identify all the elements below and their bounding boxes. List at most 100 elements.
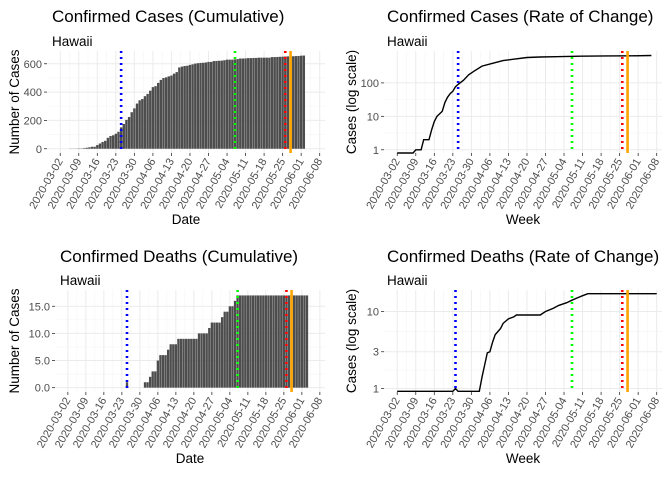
bar xyxy=(205,333,208,388)
bar xyxy=(223,60,226,149)
bar xyxy=(119,127,123,149)
bar xyxy=(149,90,152,149)
bar xyxy=(303,295,306,388)
bar xyxy=(191,64,194,149)
bar xyxy=(98,143,102,149)
y-tick-label: 1 xyxy=(373,383,379,395)
bar xyxy=(122,123,125,149)
bar xyxy=(241,295,244,388)
bar xyxy=(297,55,300,149)
bar xyxy=(166,349,170,388)
bar xyxy=(170,75,173,149)
y-tick-label: 10 xyxy=(367,306,379,318)
bar xyxy=(88,147,91,149)
bar xyxy=(125,382,129,388)
bar xyxy=(202,333,206,388)
bar xyxy=(187,338,190,388)
bar xyxy=(239,58,242,149)
chart-title: Confirmed Cases (Cumulative) xyxy=(52,7,284,26)
bar xyxy=(169,344,172,388)
bar xyxy=(280,295,283,388)
y-tick-label: 3 xyxy=(373,347,379,359)
bar xyxy=(104,140,107,149)
y-tick-label: 10 xyxy=(367,111,379,123)
bar xyxy=(236,295,239,388)
bar xyxy=(223,311,226,388)
bar xyxy=(157,82,160,149)
bar xyxy=(209,61,213,149)
bar xyxy=(247,58,250,149)
bar xyxy=(90,146,94,149)
bar xyxy=(148,376,152,388)
bar xyxy=(93,146,96,149)
bar xyxy=(238,295,242,388)
bar xyxy=(295,295,298,388)
bar xyxy=(264,295,268,388)
bar xyxy=(252,57,255,149)
bar xyxy=(231,306,234,388)
bar xyxy=(257,57,261,149)
bar xyxy=(133,108,136,149)
bar xyxy=(196,63,200,149)
bar xyxy=(156,360,160,388)
bar xyxy=(210,322,214,388)
bar xyxy=(130,112,133,149)
bar xyxy=(299,55,303,149)
chart-subtitle: Hawaii xyxy=(60,273,101,288)
bar xyxy=(151,371,154,388)
bar xyxy=(292,295,296,388)
bar xyxy=(175,72,178,149)
y-tick-label: 600 xyxy=(24,59,42,71)
bar xyxy=(298,295,301,388)
y-tick-label: 100 xyxy=(361,78,379,90)
bar xyxy=(228,59,231,149)
bar xyxy=(273,57,276,149)
bar xyxy=(96,145,99,149)
bar xyxy=(302,55,306,149)
bar xyxy=(135,103,139,149)
bar xyxy=(184,338,188,388)
bar xyxy=(204,62,208,149)
panel-cases_cum: Confirmed Cases (Cumulative)Hawaii2020-0… xyxy=(7,7,325,227)
series-line xyxy=(397,293,657,392)
x-axis-title: Date xyxy=(172,212,201,227)
bar xyxy=(182,338,185,388)
y-axis-title: Number of Cases xyxy=(7,288,22,393)
y-tick-label: 400 xyxy=(24,87,42,99)
bar xyxy=(225,59,229,149)
y-tick-label: 0.0 xyxy=(35,383,50,395)
panel-deaths_cum: Confirmed Deaths (Cumulative)Hawaii2020-… xyxy=(7,247,325,466)
bar xyxy=(300,295,304,388)
bar xyxy=(154,371,157,388)
bar xyxy=(199,62,202,149)
bar xyxy=(141,99,144,149)
panel-cases_rate: Confirmed Cases (Rate of Change)Hawaii20… xyxy=(344,7,662,227)
bar xyxy=(146,382,149,388)
bar xyxy=(233,59,237,149)
panel-deaths_rate: Confirmed Deaths (Rate of Change)Hawaii2… xyxy=(344,247,662,466)
bar xyxy=(249,295,252,388)
bar xyxy=(180,66,184,149)
bar xyxy=(172,344,175,388)
bar xyxy=(195,338,198,388)
bar xyxy=(143,382,147,388)
bar xyxy=(276,56,279,149)
chart-subtitle: Hawaii xyxy=(52,34,93,49)
bar xyxy=(179,338,183,388)
bar xyxy=(192,338,196,388)
bar xyxy=(207,61,210,149)
bar xyxy=(85,147,88,149)
y-tick-label: 0 xyxy=(36,144,42,156)
bar xyxy=(114,133,118,149)
bar xyxy=(162,78,165,149)
y-tick-label: 10.0 xyxy=(29,328,50,340)
bar xyxy=(277,295,280,388)
bar xyxy=(265,57,268,149)
bar xyxy=(260,57,263,149)
bar xyxy=(259,295,262,388)
bar xyxy=(233,300,237,388)
bar xyxy=(215,60,218,149)
bar xyxy=(244,295,247,388)
y-tick-label: 5.0 xyxy=(35,356,50,368)
